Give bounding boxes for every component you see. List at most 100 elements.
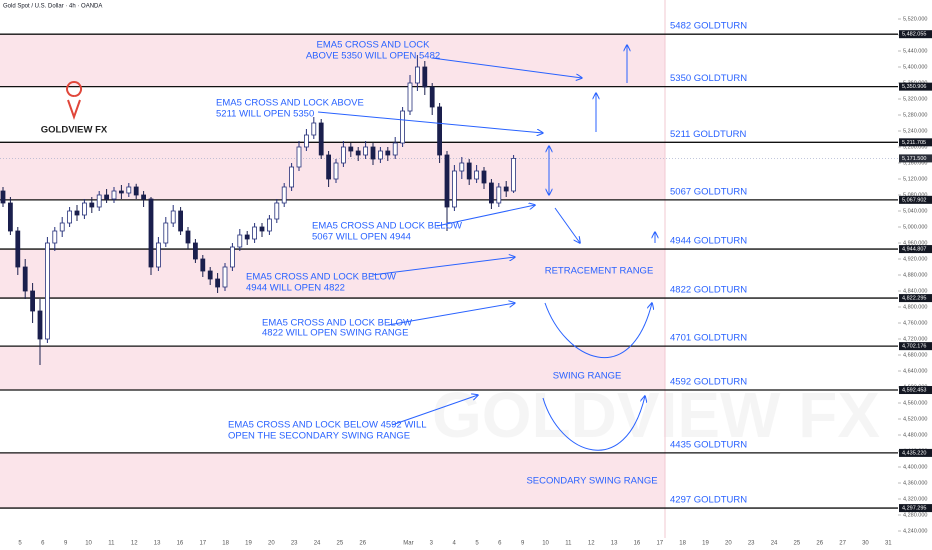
candle-body [414, 66, 420, 84]
y-tick-label: 4,480.000 [903, 432, 927, 438]
candle-body [7, 202, 13, 232]
arrow [554, 207, 580, 243]
arrow [391, 395, 478, 426]
y-tick-label: 5,400.000 [903, 64, 927, 70]
range-label: SWING RANGE [553, 371, 622, 382]
last-price-box [899, 154, 932, 163]
y-tick-label: 4,560.000 [903, 400, 927, 406]
y-tick-label: 4,240.000 [903, 528, 927, 534]
annotation: EMA5 CROSS AND LOCK ABOVE [216, 98, 364, 109]
candle-body [274, 202, 280, 220]
candle-body [326, 154, 332, 180]
zone [0, 249, 665, 299]
candle-body [15, 230, 21, 268]
level-label: 5,350.906 [902, 84, 926, 90]
swing-curve [544, 303, 652, 359]
candle-body [229, 246, 235, 268]
level-box [899, 82, 932, 91]
x-tick-label: 23 [291, 541, 298, 547]
arrow [436, 205, 535, 227]
candle-body [385, 150, 391, 156]
x-tick-label: 30 [862, 541, 869, 547]
candle-body [185, 230, 191, 244]
y-tick-label: 5,520.000 [903, 16, 927, 22]
x-tick-label: 20 [725, 541, 732, 547]
candle-body [207, 270, 213, 280]
candle-body [474, 170, 480, 180]
y-tick-label: 5,240.000 [903, 128, 927, 134]
x-tick-label: 4 [452, 541, 456, 547]
candle-body [437, 106, 443, 156]
candle-body [333, 162, 339, 180]
candle-body [340, 146, 346, 164]
y-tick-label: 4,960.000 [903, 240, 927, 246]
candle-body [466, 162, 472, 180]
x-tick-label: 25 [794, 541, 801, 547]
x-tick-label: 3 [430, 541, 434, 547]
level-name: 4701 GOLDTURN [670, 333, 747, 344]
zone [0, 452, 665, 509]
level-box [899, 342, 932, 351]
x-tick-label: 25 [337, 541, 344, 547]
y-tick-label: 5,040.000 [903, 208, 927, 214]
x-tick-label: 11 [108, 541, 115, 547]
x-tick-label: 10 [85, 541, 92, 547]
level-label: 5,211.705 [902, 140, 926, 146]
candle-body [52, 230, 58, 244]
candle-body [370, 146, 376, 160]
x-tick-label: 31 [885, 541, 892, 547]
level-label: 4,702.176 [902, 344, 926, 350]
candle-body [281, 186, 287, 204]
candle-body [237, 234, 243, 248]
arrow [317, 111, 543, 133]
candle-body [400, 110, 406, 144]
candle-body [444, 154, 450, 208]
y-tick-label: 5,440.000 [903, 48, 927, 54]
x-tick-label: 11 [565, 541, 572, 547]
annotation: EMA5 CROSS AND LOCK BELOW [246, 272, 396, 283]
x-tick-label: 17 [656, 541, 663, 547]
arrow [371, 257, 515, 276]
last-price-label: 5,171.500 [902, 156, 926, 162]
y-tick-label: 4,280.000 [903, 512, 927, 518]
candle-body [104, 194, 109, 200]
x-tick-label: 10 [542, 541, 549, 547]
x-tick-label: 19 [702, 541, 709, 547]
x-tick-label: 24 [771, 541, 778, 547]
y-tick-label: 4,680.000 [903, 352, 927, 358]
level-box [899, 294, 932, 303]
candle-body [459, 162, 465, 172]
level-label: 4,435.220 [902, 450, 926, 456]
x-tick-label: 19 [245, 541, 252, 547]
level-label: 5,482.055 [902, 32, 926, 38]
candle-body [22, 266, 28, 292]
annotation: 4944 WILL OPEN 4822 [246, 283, 345, 294]
candle-body [496, 186, 502, 204]
candle-body [141, 194, 147, 200]
candle-body [30, 290, 36, 312]
x-tick-label: 23 [748, 541, 755, 547]
y-tick-label: 5,000.000 [903, 224, 927, 230]
candle-body [148, 198, 154, 268]
level-box [899, 30, 932, 39]
annotation: 5211 WILL OPEN 5350 [216, 109, 314, 120]
level-box [899, 195, 932, 204]
level-box [899, 386, 932, 395]
y-tick-label: 4,760.000 [903, 320, 927, 326]
candle-body [96, 194, 102, 208]
x-tick-label: 13 [154, 541, 161, 547]
candle-body [126, 186, 132, 194]
candle-body [303, 134, 309, 148]
x-tick-label: 26 [359, 541, 366, 547]
y-tick-label: 5,080.000 [903, 192, 927, 198]
y-tick-label: 4,800.000 [903, 304, 927, 310]
candle-body [89, 202, 95, 208]
chart-title: Gold Spot / U.S. Dollar · 4h · OANDA [3, 4, 102, 10]
level-label: 4,822.295 [902, 296, 926, 302]
candle-body [311, 122, 317, 136]
candle-body [133, 186, 139, 196]
level-name: 5350 GOLDTURN [670, 73, 747, 84]
candle-body [37, 310, 43, 340]
candle-body [355, 150, 361, 156]
